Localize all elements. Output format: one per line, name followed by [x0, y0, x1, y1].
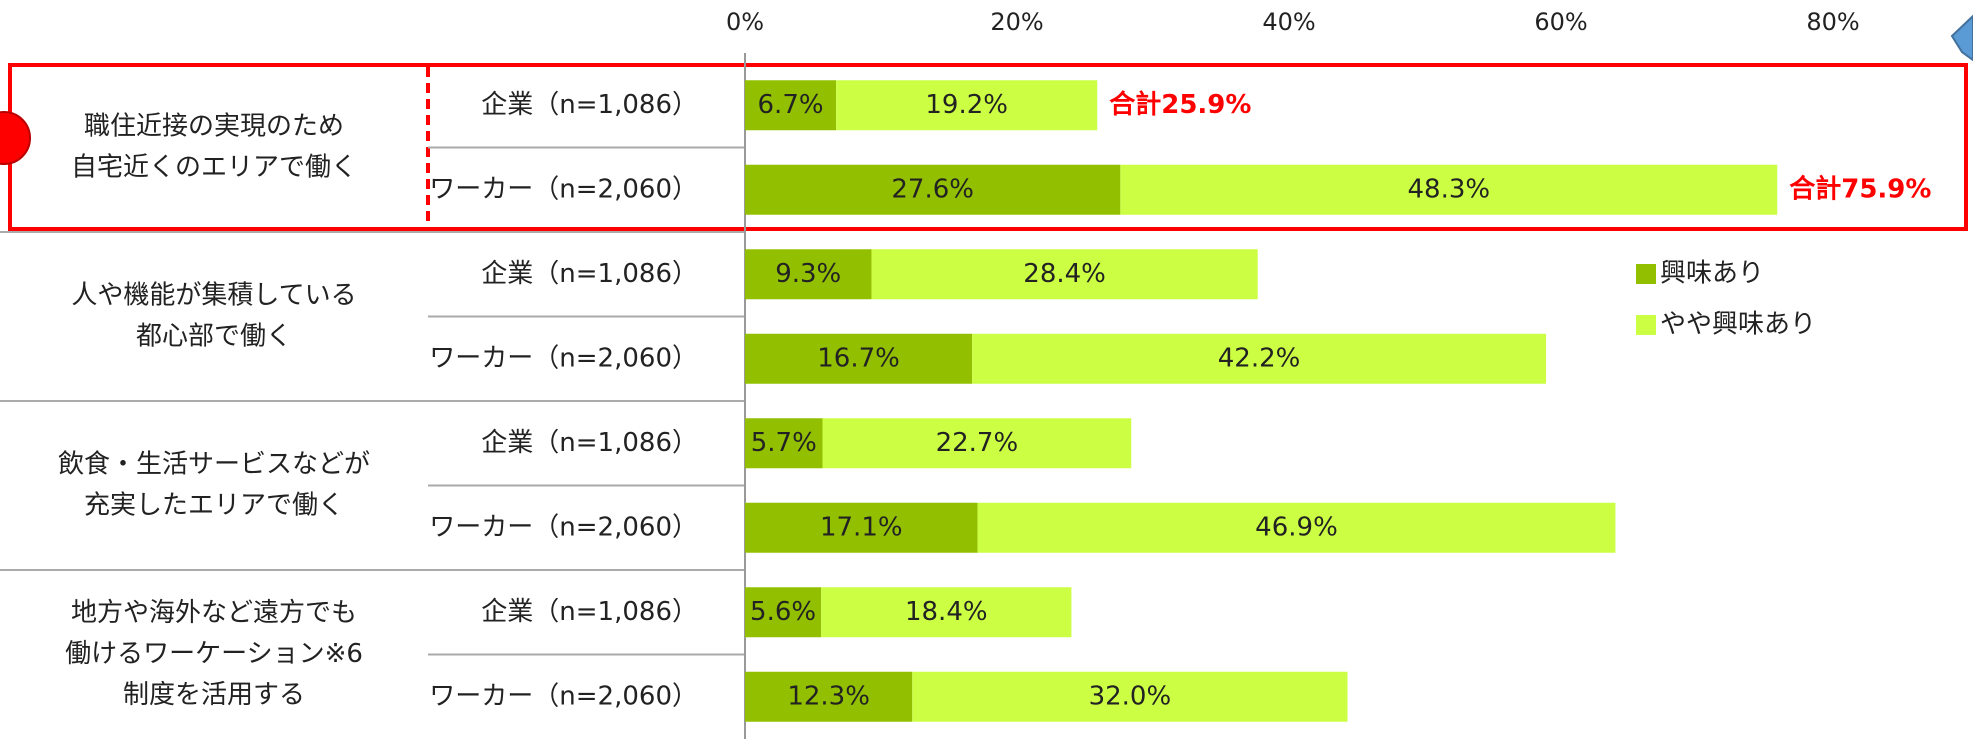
bar — [1120, 164, 1778, 215]
x-tick-label: 80% — [1806, 8, 1859, 36]
group-label: 職住近接の実現のため — [84, 112, 344, 142]
bar — [977, 502, 1616, 553]
total-annotation: 合計25.9% — [1109, 89, 1251, 120]
bar — [745, 164, 1121, 215]
value-label: 22.7% — [936, 428, 1019, 458]
category-label: ワーカー（n=2,060） — [429, 343, 698, 373]
x-tick-label: 60% — [1534, 8, 1587, 36]
arrow-icon — [1950, 14, 1973, 62]
value-label: 46.9% — [1255, 512, 1338, 542]
value-label: 48.3% — [1407, 174, 1490, 204]
value-label: 6.7% — [758, 90, 824, 120]
group-label: 自宅近くのエリアで働く — [71, 153, 357, 183]
value-label: 28.4% — [1023, 259, 1106, 289]
value-label: 5.7% — [751, 428, 817, 458]
group-label: 飲食・生活サービスなどが — [58, 450, 370, 480]
bar — [821, 587, 1072, 638]
value-label: 5.6% — [750, 597, 816, 627]
value-label: 9.3% — [775, 259, 841, 289]
value-label: 17.1% — [820, 512, 903, 542]
value-label: 42.2% — [1218, 343, 1301, 373]
group-label: 人や機能が集積している — [71, 281, 356, 311]
group-label: 働けるワーケーション※6 — [65, 639, 363, 669]
bar — [822, 418, 1132, 469]
bar — [871, 249, 1258, 300]
category-label: ワーカー（n=2,060） — [429, 512, 698, 542]
value-label: 27.6% — [891, 174, 974, 204]
legend-swatch — [1636, 315, 1656, 335]
category-label: 企業（n=1,086） — [481, 259, 698, 289]
category-label: ワーカー（n=2,060） — [429, 174, 698, 204]
value-label: 16.7% — [817, 343, 900, 373]
bar — [745, 671, 913, 722]
legend-label: やや興味あり — [1660, 310, 1816, 340]
value-label: 32.0% — [1089, 681, 1172, 711]
total-annotation: 合計75.9% — [1789, 173, 1931, 204]
bar — [745, 587, 822, 638]
bar — [745, 418, 823, 469]
bar — [912, 671, 1348, 722]
legend-label: 興味あり — [1660, 259, 1764, 289]
x-tick-label: 40% — [1262, 8, 1315, 36]
marker-circle — [0, 111, 31, 165]
group-label: 地方や海外など遠方でも — [71, 598, 357, 628]
bar — [836, 80, 1098, 131]
bar — [745, 333, 973, 384]
group-label: 都心部で働く — [136, 322, 292, 352]
category-label: 企業（n=1,086） — [481, 428, 698, 458]
bar — [745, 80, 837, 131]
x-tick-label: 0% — [726, 8, 764, 36]
x-tick-label: 20% — [990, 8, 1043, 36]
legend-swatch — [1636, 264, 1656, 284]
group-label: 充実したエリアで働く — [84, 491, 344, 521]
value-label: 12.3% — [787, 681, 870, 711]
value-label: 19.2% — [925, 90, 1008, 120]
category-label: 企業（n=1,086） — [481, 90, 698, 120]
bar — [972, 333, 1547, 384]
group-label: 制度を活用する — [123, 680, 305, 710]
bar — [745, 502, 978, 553]
value-label: 18.4% — [905, 597, 988, 627]
bar — [745, 249, 872, 300]
category-label: ワーカー（n=2,060） — [429, 681, 698, 711]
category-label: 企業（n=1,086） — [481, 597, 698, 627]
